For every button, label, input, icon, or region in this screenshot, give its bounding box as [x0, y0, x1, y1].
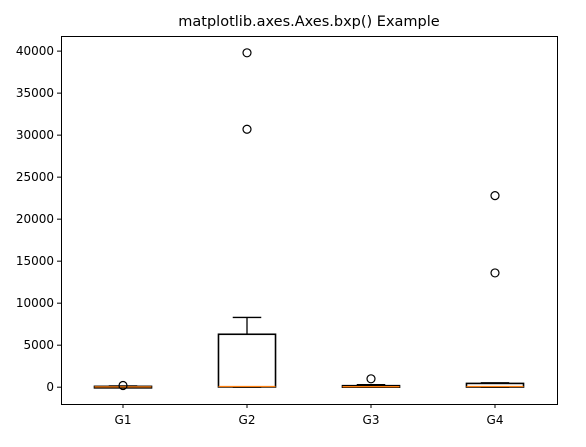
y-tick-label: 0: [46, 380, 54, 394]
y-tick-label: 40000: [16, 44, 54, 58]
y-tick-label: 25000: [16, 170, 54, 184]
y-tick-label: 10000: [16, 296, 54, 310]
x-tick-label: G2: [239, 413, 256, 427]
flier-point: [490, 268, 500, 278]
chart-title: matplotlib.axes.Axes.bxp() Example: [178, 14, 439, 30]
x-tick-label: G1: [115, 413, 132, 427]
flier-point: [242, 48, 252, 58]
plot-area: [93, 48, 525, 391]
flier-point: [242, 124, 252, 134]
y-tick-label: 5000: [23, 338, 54, 352]
y-tick-label: 20000: [16, 212, 54, 226]
flier-point: [118, 380, 128, 391]
box-g1: [93, 380, 153, 391]
y-tick-label: 30000: [16, 128, 54, 142]
x-tick-label: G4: [487, 413, 504, 427]
x-axis: G1 G2 G3 G4: [115, 404, 504, 427]
y-tick-label: 35000: [16, 86, 54, 100]
box-g3: [341, 374, 401, 388]
y-tick-label: 15000: [16, 254, 54, 268]
box-g4: [465, 191, 525, 388]
box-g2: [217, 48, 277, 388]
y-axis: 0 5000 10000 15000 20000 25000 30000 35000 40000: [16, 44, 61, 394]
flier-point: [366, 374, 376, 384]
flier-point: [490, 191, 500, 201]
x-tick-label: G3: [363, 413, 380, 427]
box-iqr: [217, 333, 277, 388]
axes-frame: [61, 36, 558, 405]
